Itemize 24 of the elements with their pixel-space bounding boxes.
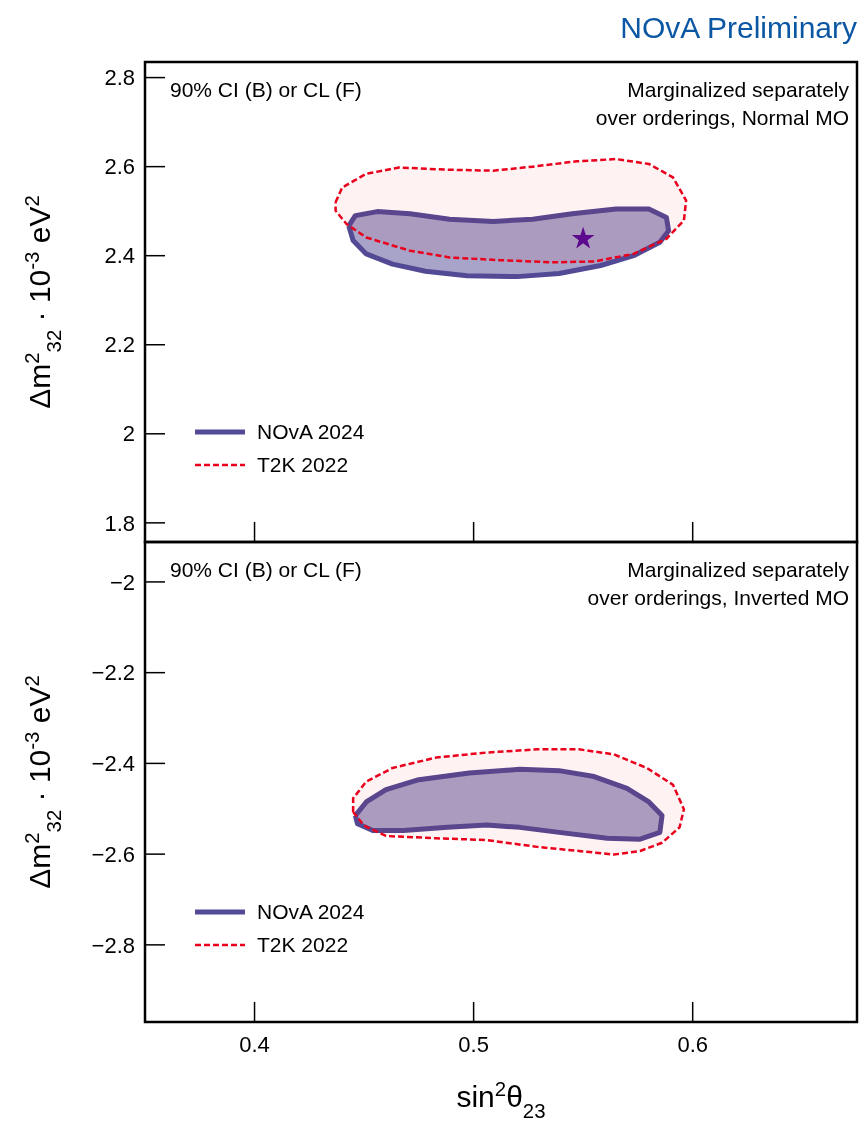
- y-tick-label: 2.8: [104, 65, 135, 91]
- y-tick-label: 2.4: [104, 243, 135, 269]
- legend-label: NOvA 2024: [257, 900, 365, 924]
- y-tick-label: −2: [109, 569, 135, 595]
- x-tick-label: 0.5: [458, 1032, 489, 1057]
- annotation: Marginalized separately over orderings, Inverted MO: [587, 558, 850, 609]
- legend-label: NOvA 2024: [257, 420, 365, 444]
- y-tick-label: 2.2: [104, 332, 135, 358]
- y-tick-label: 1.8: [104, 510, 135, 536]
- y-tick-label: 2.6: [104, 154, 135, 180]
- y-tick-label: −2.8: [91, 932, 135, 958]
- y-tick-label: 2: [122, 421, 135, 447]
- y-tick-label: −2.6: [91, 841, 135, 867]
- annotation: 90% CI (B) or CL (F): [170, 558, 362, 581]
- x-tick-label: 0.4: [239, 1032, 270, 1057]
- legend-label: T2K 2022: [257, 453, 349, 477]
- annotation: Marginalized separately over orderings, Normal MO: [595, 78, 850, 129]
- x-axis-title: sin$^{2}$θ$_{23}$: [456, 1078, 546, 1121]
- x-tick-label: 0.6: [677, 1032, 708, 1057]
- y-tick-label: −2.2: [91, 660, 135, 686]
- annotation: 90% CI (B) or CL (F): [170, 78, 362, 101]
- y-tick-label: −2.4: [91, 751, 135, 777]
- legend-label: T2K 2022: [257, 933, 349, 957]
- chart-title: NOvA Preliminary: [620, 11, 857, 44]
